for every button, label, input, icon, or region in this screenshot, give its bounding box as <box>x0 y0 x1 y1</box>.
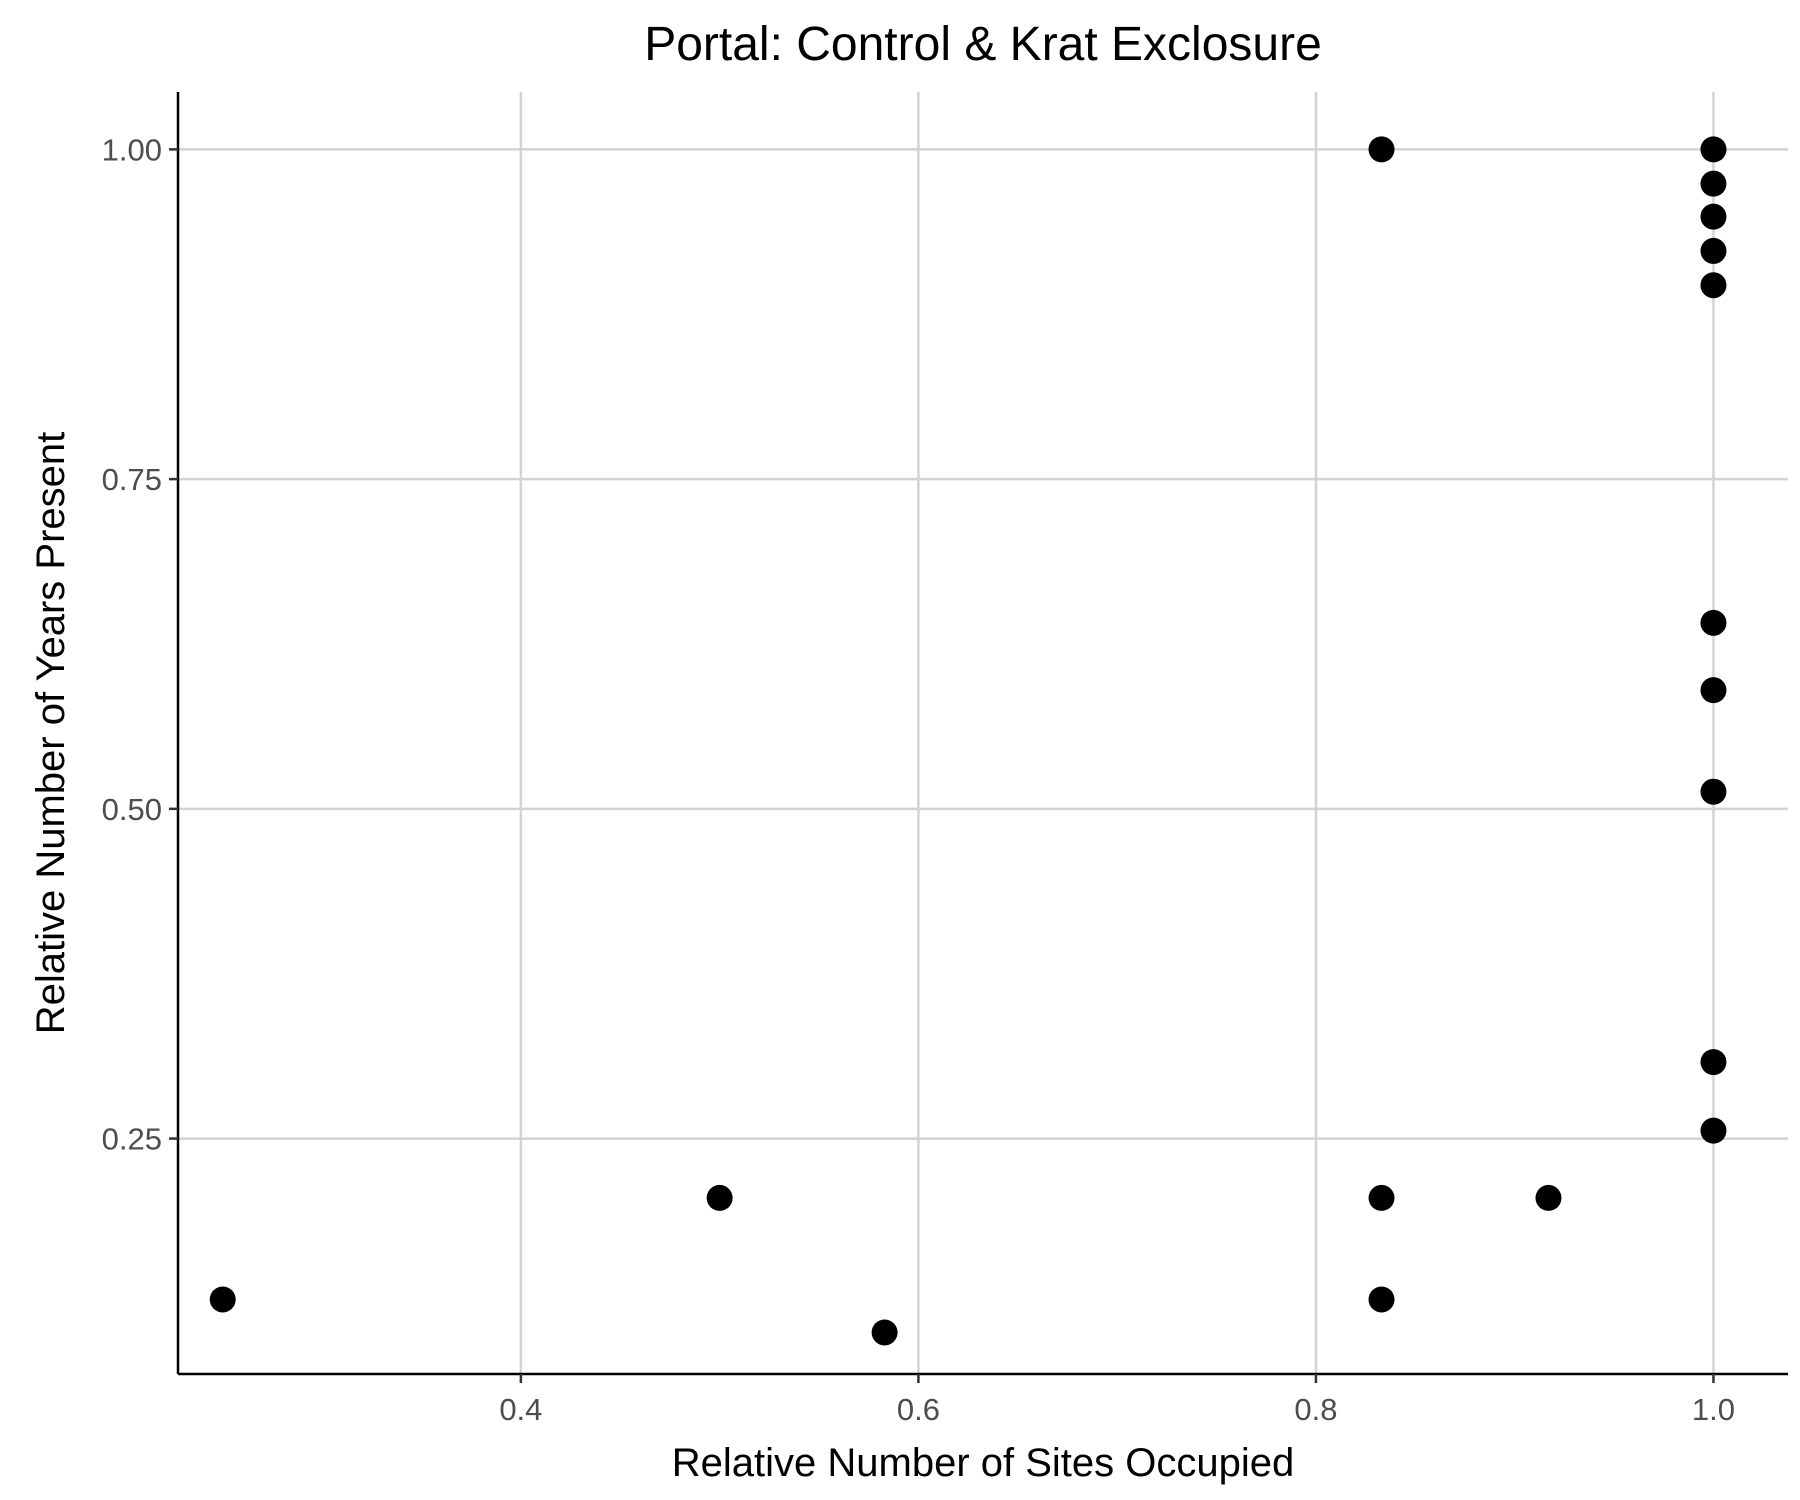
x-tick-label: 0.8 <box>1294 1392 1337 1427</box>
data-point <box>1700 272 1727 299</box>
data-point <box>1368 136 1395 163</box>
data-point <box>1700 778 1727 805</box>
y-tick-label: 0.25 <box>102 1122 162 1157</box>
y-tick-label: 0.75 <box>102 462 162 497</box>
axes <box>176 92 1788 1376</box>
y-tick-label: 1.00 <box>102 132 162 167</box>
x-tick-label: 0.4 <box>499 1392 542 1427</box>
x-axis-ticks: 0.4 0.6 0.8 1.0 <box>499 1374 1735 1427</box>
data-point <box>1368 1286 1395 1313</box>
data-point <box>1368 1184 1395 1211</box>
data-point <box>1700 609 1727 636</box>
x-axis-title: Relative Number of Sites Occupied <box>672 1441 1295 1485</box>
grid-lines <box>178 92 1788 1374</box>
x-tick-label: 0.6 <box>897 1392 940 1427</box>
x-tick-label: 1.0 <box>1692 1392 1735 1427</box>
data-point <box>1700 170 1727 197</box>
data-point <box>1700 203 1727 230</box>
data-point <box>209 1286 236 1313</box>
chart-title: Portal: Control & Krat Exclosure <box>644 18 1322 71</box>
data-point <box>1700 136 1727 163</box>
data-point <box>1700 677 1727 704</box>
y-axis-ticks: 0.25 0.50 0.75 1.00 <box>102 132 178 1157</box>
data-point <box>1700 1117 1727 1144</box>
data-point <box>1700 237 1727 264</box>
data-point <box>1535 1184 1562 1211</box>
data-points <box>209 136 1727 1346</box>
y-tick-label: 0.50 <box>102 792 162 827</box>
data-point <box>1700 1049 1727 1076</box>
y-axis-title: Relative Number of Years Present <box>29 432 73 1035</box>
data-point <box>706 1184 733 1211</box>
data-point <box>871 1319 898 1346</box>
